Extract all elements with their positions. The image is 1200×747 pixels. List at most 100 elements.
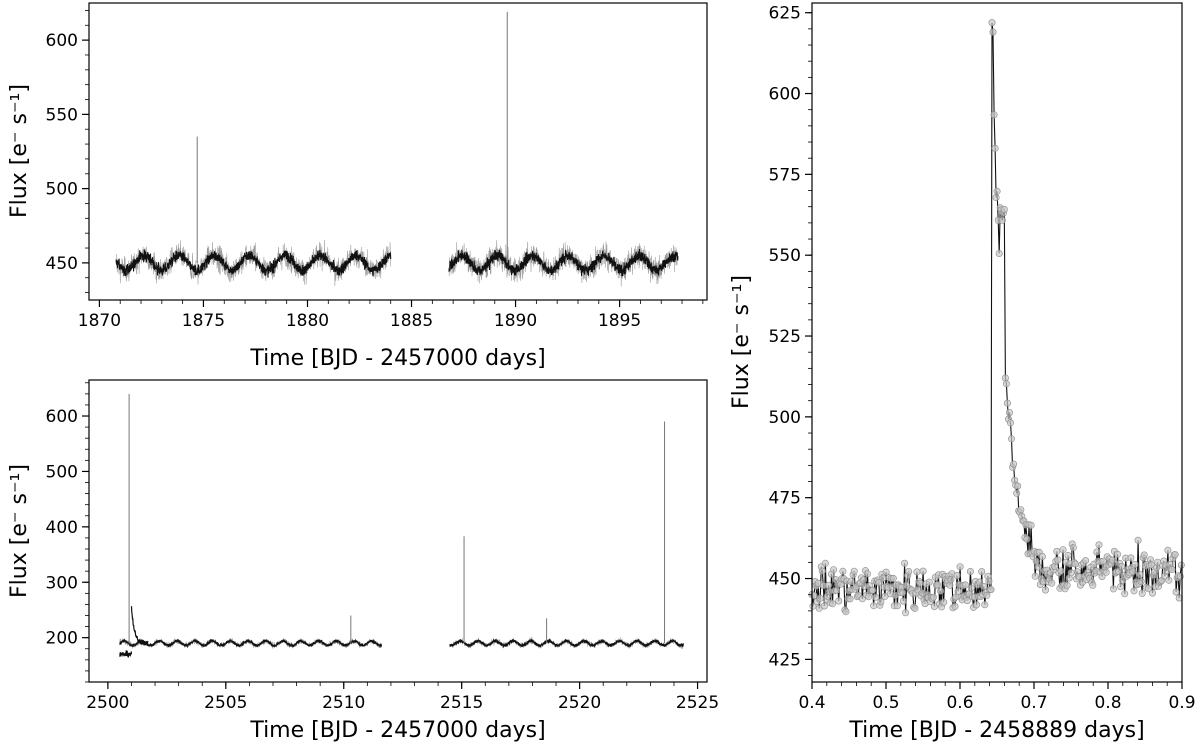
flux-point — [1108, 556, 1116, 564]
flux-point — [1114, 550, 1122, 558]
flux-point — [929, 593, 937, 601]
ticks-sector1: 1870 1875 1880 1885 1890 1895 450 500 550 600 — [46, 10, 704, 331]
panel-sector1: 1870 1875 1880 1885 1890 1895 450 500 550 600 Tim… — [7, 2, 708, 371]
flux-point — [1136, 571, 1144, 579]
flux-point — [875, 578, 883, 586]
flux-point — [891, 591, 899, 599]
y-tick-label: 550 — [46, 105, 78, 125]
flux-point — [983, 591, 991, 599]
x-tick-label: 0.8 — [1094, 693, 1121, 713]
y-tick-label: 550 — [769, 246, 801, 266]
flux-point — [954, 587, 962, 595]
flux-point — [1130, 587, 1138, 595]
flux-point — [1177, 561, 1185, 569]
flux-point — [1001, 374, 1009, 382]
flux-point — [1014, 482, 1022, 490]
axes-frame-sector2 — [88, 379, 708, 683]
light-curve-line — [119, 638, 383, 649]
flux-point — [976, 578, 984, 586]
flux-point — [882, 568, 890, 576]
flux-point — [1048, 579, 1056, 587]
ylabel-flare-zoom: Flux [e⁻ s⁻¹] — [729, 275, 754, 409]
flux-point — [1003, 399, 1011, 407]
flare-light-curve — [811, 22, 1182, 614]
x-tick-label: 1885 — [390, 311, 433, 331]
x-tick-label: 0.9 — [1168, 693, 1195, 713]
flux-point — [951, 602, 959, 610]
y-tick-label: 600 — [46, 31, 78, 51]
flux-point — [1054, 556, 1062, 564]
axes-frame-flare-zoom — [811, 2, 1183, 683]
flux-point — [1063, 581, 1071, 589]
flux-point — [1000, 206, 1008, 214]
x-tick-label: 2520 — [558, 693, 601, 713]
flux-point — [913, 568, 921, 576]
flux-point — [961, 581, 969, 589]
flux-point — [1168, 565, 1176, 573]
y-tick-label: 400 — [46, 518, 78, 538]
flux-point — [835, 597, 843, 605]
flux-point — [953, 571, 961, 579]
flux-point — [1138, 589, 1146, 597]
flux-point — [865, 593, 873, 601]
axes-frame-sector1 — [88, 2, 708, 301]
flux-point — [829, 600, 837, 608]
flux-point — [859, 576, 867, 584]
flux-point — [1121, 590, 1129, 598]
flux-point — [973, 601, 981, 609]
flux-point — [992, 194, 1000, 202]
flux-point — [1023, 535, 1031, 543]
flux-point — [1129, 568, 1137, 576]
y-tick-label: 600 — [46, 407, 78, 427]
flux-point — [898, 589, 906, 597]
flux-point — [1127, 554, 1135, 562]
flux-point — [846, 595, 854, 603]
light-curve-line — [115, 249, 392, 278]
flux-point — [1067, 569, 1075, 577]
flare-decay-tail — [130, 606, 149, 647]
flux-point — [933, 581, 941, 589]
flux-point — [872, 593, 880, 601]
flux-point — [1064, 551, 1072, 559]
y-tick-label: 525 — [769, 327, 801, 347]
xlabel-sector1: Time [BJD - 2457000 days] — [249, 346, 545, 371]
flux-point — [842, 608, 850, 616]
flux-point — [1115, 567, 1123, 575]
ticks-flare-zoom: 0.4 0.5 0.6 0.7 0.8 0.9 425 450 475 500 525 550 575 6… — [769, 4, 1196, 713]
flux-point — [1082, 557, 1090, 565]
flux-point — [877, 598, 885, 606]
x-tick-label: 2525 — [676, 693, 719, 713]
flux-point — [1017, 506, 1025, 514]
panel-sector2: 2500 2505 2510 2515 2520 2525200300400500600 … — [7, 379, 719, 743]
x-tick-label: 2515 — [440, 693, 483, 713]
flux-point — [824, 581, 832, 589]
x-tick-label: 1890 — [494, 311, 537, 331]
flux-point — [966, 567, 974, 575]
x-tick-label: 1880 — [286, 311, 329, 331]
flux-point — [1005, 409, 1013, 417]
flux-point — [901, 559, 909, 567]
flux-point — [978, 568, 986, 576]
xlabel-flare-zoom: Time [BJD - 2458889 days] — [848, 718, 1144, 743]
flux-point — [989, 28, 997, 36]
y-tick-label: 300 — [46, 573, 78, 593]
x-tick-label: 0.4 — [798, 693, 825, 713]
y-tick-label: 475 — [769, 489, 801, 509]
flux-point — [1002, 380, 1010, 388]
flux-point — [981, 601, 989, 609]
light-curve-line — [449, 638, 684, 649]
flux-point — [1069, 544, 1077, 552]
flux-point — [916, 579, 924, 587]
y-tick-label: 600 — [769, 85, 801, 105]
flux-point — [893, 602, 901, 610]
x-tick-label: 1875 — [182, 311, 225, 331]
x-tick-label: 0.5 — [872, 693, 899, 713]
flux-point — [991, 144, 999, 152]
flux-point — [820, 602, 828, 610]
flux-point — [1118, 562, 1126, 570]
flux-point — [956, 563, 964, 571]
flux-point — [1089, 581, 1097, 589]
y-tick-label: 625 — [769, 4, 801, 24]
plot-area-flare-zoom — [808, 19, 1185, 617]
